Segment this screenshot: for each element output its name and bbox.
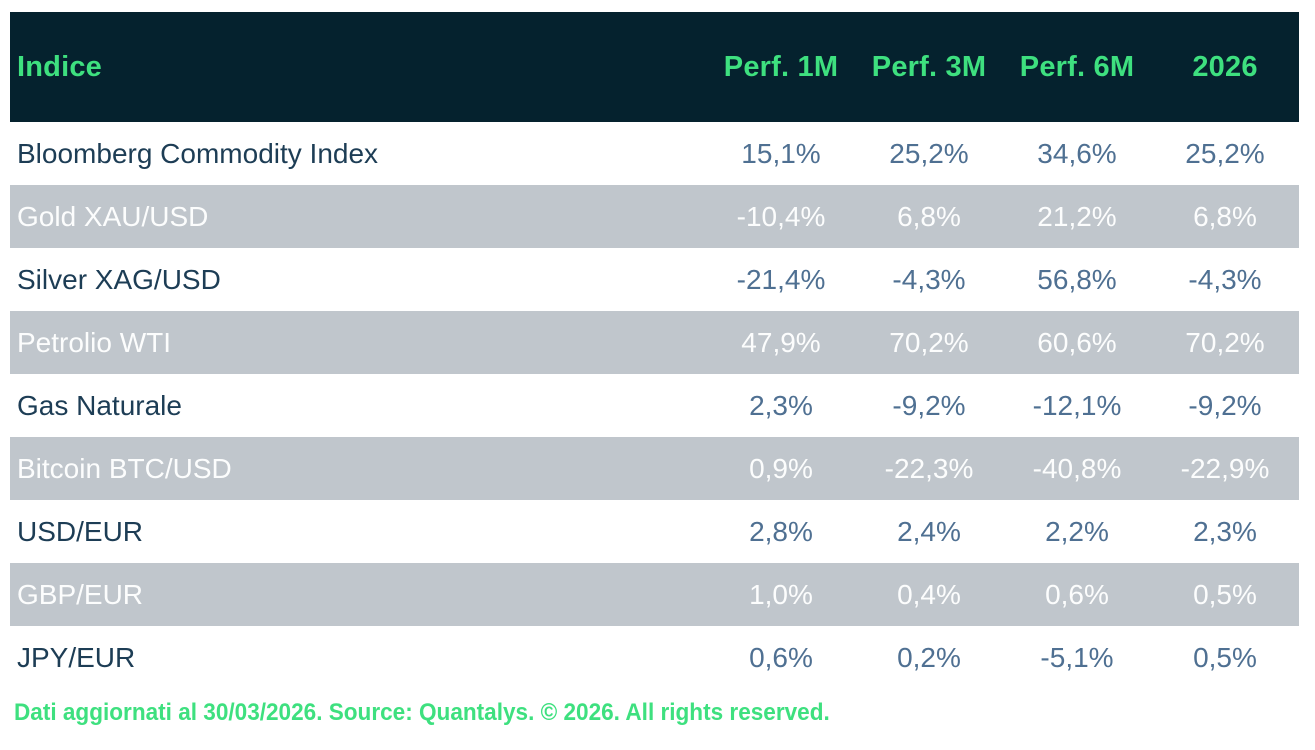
cell-2026: 6,8% (1193, 200, 1257, 232)
row-label: Bloomberg Commodity Index (17, 137, 379, 169)
row-label: GBP/EUR (17, 578, 144, 610)
table-row-bitcoin-btc-usd: Bitcoin BTC/USD 0,9% -22,3% -40,8% -22,9… (10, 437, 1299, 500)
cell-2026: 0,5% (1193, 641, 1257, 673)
table-body: Bloomberg Commodity Index 15,1% 25,2% 34… (10, 122, 1299, 689)
cell-perf-3m: -4,3% (892, 263, 966, 295)
cell-perf-3m: 6,8% (897, 200, 961, 232)
table-header: Indice Perf. 1M Perf. 3M Perf. 6M 2026 (10, 12, 1299, 122)
table-row-usd-eur: USD/EUR 2,8% 2,4% 2,2% 2,3% (10, 500, 1299, 563)
cell-perf-6m: -12,1% (1032, 389, 1122, 421)
column-header-perf-1m: Perf. 1M (723, 50, 839, 83)
cell-perf-1m: 0,6% (749, 641, 813, 673)
cell-2026: 25,2% (1185, 137, 1265, 169)
row-label: Silver XAG/USD (17, 263, 221, 295)
table-row-gas-naturale: Gas Naturale 2,3% -9,2% -12,1% -9,2% (10, 374, 1299, 437)
cell-perf-6m: 56,8% (1037, 263, 1117, 295)
cell-perf-3m: -9,2% (892, 389, 966, 421)
index-performance-table: Indice Perf. 1M Perf. 3M Perf. 6M 2026 B… (10, 12, 1299, 689)
row-label: Bitcoin BTC/USD (17, 452, 232, 484)
row-label: Gas Naturale (17, 389, 182, 421)
cell-2026: 70,2% (1185, 326, 1265, 358)
cell-perf-3m: 0,4% (897, 578, 961, 610)
column-header-indice: Indice (17, 50, 102, 83)
cell-perf-6m: 21,2% (1037, 200, 1117, 232)
cell-perf-6m: 34,6% (1037, 137, 1117, 169)
cell-perf-6m: 2,2% (1045, 515, 1109, 547)
cell-perf-1m: 2,3% (749, 389, 813, 421)
row-label: Petrolio WTI (17, 326, 172, 358)
cell-perf-1m: 0,9% (749, 452, 813, 484)
cell-perf-3m: 70,2% (889, 326, 969, 358)
table-row-gbp-eur: GBP/EUR 1,0% 0,4% 0,6% 0,5% (10, 563, 1299, 626)
cell-2026: 2,3% (1193, 515, 1257, 547)
cell-perf-6m: 60,6% (1037, 326, 1117, 358)
column-header-perf-3m: Perf. 3M (871, 50, 987, 83)
cell-perf-1m: 15,1% (741, 137, 821, 169)
cell-perf-1m: 1,0% (749, 578, 813, 610)
cell-perf-3m: 0,2% (897, 641, 961, 673)
cell-perf-6m: -40,8% (1032, 452, 1122, 484)
column-header-perf-6m: Perf. 6M (1019, 50, 1135, 83)
cell-perf-3m: 25,2% (889, 137, 969, 169)
row-label: Gold XAU/USD (17, 200, 209, 232)
cell-2026: -22,9% (1180, 452, 1270, 484)
cell-2026: -4,3% (1188, 263, 1262, 295)
cell-2026: 0,5% (1193, 578, 1257, 610)
cell-perf-3m: 2,4% (897, 515, 961, 547)
column-header-2026: 2026 (1192, 50, 1258, 83)
row-label: USD/EUR (17, 515, 144, 547)
header-row: Indice Perf. 1M Perf. 3M Perf. 6M 2026 (10, 12, 1299, 122)
row-label: JPY/EUR (17, 641, 136, 673)
cell-perf-1m: 47,9% (741, 326, 821, 358)
cell-perf-6m: 0,6% (1045, 578, 1109, 610)
table-row-petrolio-wti: Petrolio WTI 47,9% 70,2% 60,6% 70,2% (10, 311, 1299, 374)
cell-perf-1m: -10,4% (736, 200, 826, 232)
table-row-jpy-eur: JPY/EUR 0,6% 0,2% -5,1% 0,5% (10, 626, 1299, 689)
table-row-silver-xag-usd: Silver XAG/USD -21,4% -4,3% 56,8% -4,3% (10, 248, 1299, 311)
cell-perf-6m: -5,1% (1040, 641, 1114, 673)
table-row-gold-xau-usd: Gold XAU/USD -10,4% 6,8% 21,2% 6,8% (10, 185, 1299, 248)
data-source-footnote: Dati aggiornati al 30/03/2026. Source: Q… (14, 699, 830, 726)
cell-perf-3m: -22,3% (884, 452, 974, 484)
cell-2026: -9,2% (1188, 389, 1262, 421)
cell-perf-1m: 2,8% (749, 515, 813, 547)
table-row-bloomberg-commodity-index: Bloomberg Commodity Index 15,1% 25,2% 34… (10, 122, 1299, 185)
cell-perf-1m: -21,4% (736, 263, 826, 295)
